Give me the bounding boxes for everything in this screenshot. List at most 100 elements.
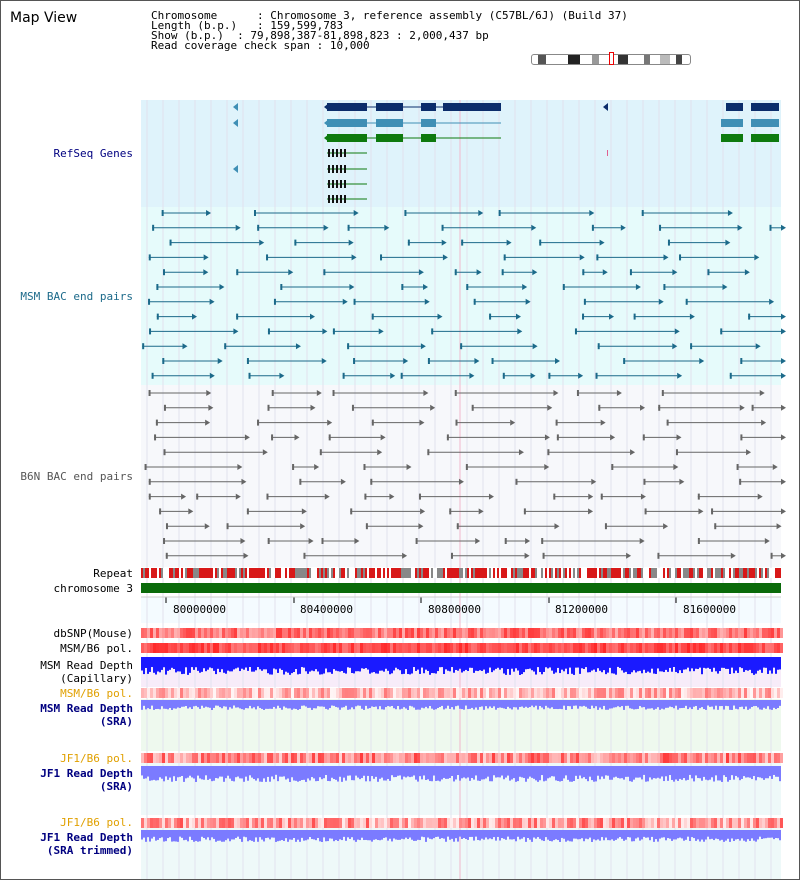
polymorphism-mark [684,818,687,828]
msm-bac-label[interactable]: MSM BAC end pairs [20,290,133,303]
coverage-key: Read coverage check span [151,39,310,52]
depth-bar [681,700,683,709]
msm-read-depth-sra-label[interactable]: MSM Read Depth (SRA) [40,702,133,728]
polymorphism-mark [774,628,777,638]
depth-bar [329,830,331,839]
msm-bac-pair-end [152,224,155,231]
depth-bar [747,657,749,671]
polymorphism-mark [639,628,642,638]
jf1-read-depth-trimmed-label[interactable]: JF1 Read Depth (SRA trimmed) [40,831,133,857]
depth-bar [761,830,763,840]
depth-bar [385,700,387,708]
depth-bar [727,700,729,707]
polymorphism-mark [429,643,432,653]
polymorphism-mark [153,818,156,828]
b6n-bac-pair-end [419,419,425,426]
polymorphism-mark [159,688,162,698]
depth-bar [577,657,579,668]
repeat-mark [157,568,159,578]
depth-bar [299,657,301,674]
repeat-mark [447,568,449,578]
depth-bar [579,657,581,674]
repeat-mark [711,568,713,578]
depth-bar [219,830,221,841]
depth-bar [395,657,397,668]
refseq-genes-label[interactable]: RefSeq Genes [53,147,133,160]
depth-bar [447,830,449,837]
depth-bar [665,657,667,670]
depth-bar [683,830,685,841]
depth-bar [163,657,165,668]
depth-bar [523,657,525,673]
b6n-bac-pair-end [781,478,786,485]
depth-bar [303,700,305,706]
polymorphism-mark [450,688,453,698]
depth-bar [629,766,631,782]
polymorphism-mark [552,628,555,638]
msm-b6-pol-label-2[interactable]: MSM/B6 pol. [60,687,133,700]
depth-bar [715,700,717,706]
repeat-mark [351,568,353,578]
depth-bar [151,830,153,839]
jf1-b6-pol-label-1[interactable]: JF1/B6 pol. [60,752,133,765]
depth-bar [675,700,677,706]
chromosome-label[interactable]: chromosome 3 [53,582,133,595]
depth-bar [223,766,225,782]
ideogram-position-marker[interactable] [609,52,614,65]
msm-b6-pol-label-1[interactable]: MSM/B6 pol. [60,642,133,655]
b6n-bac-label[interactable]: B6N BAC end pairs [20,470,133,483]
polymorphism-mark [243,753,246,763]
polymorphism-mark [270,753,273,763]
msm-bac-pair-end [679,254,682,261]
repeat-mark [427,568,429,578]
polymorphism-mark [249,688,252,698]
polymorphism-mark [612,753,615,763]
polymorphism-mark [594,753,597,763]
depth-bar [607,657,609,673]
msm-bac-pair-end [400,372,403,379]
polymorphism-mark [612,818,615,828]
depth-bar [527,657,529,670]
depth-bar [663,700,665,710]
repeat-mark [703,568,705,578]
polymorphism-mark [375,628,378,638]
polymorphism-mark [774,643,777,653]
repeat-mark [405,568,407,578]
depth-bar [619,657,621,668]
polymorphism-mark [219,818,222,828]
polymorphism-mark [345,628,348,638]
polymorphism-mark [282,818,285,828]
depth-bar [349,830,351,839]
msm-read-depth-capillary-label[interactable]: MSM Read Depth (Capillary) [40,659,133,685]
polymorphism-mark [450,753,453,763]
jf1-b6-pol-label-2[interactable]: JF1/B6 pol. [60,816,133,829]
depth-bar [653,700,655,710]
repeat-label[interactable]: Repeat [93,567,133,580]
polymorphism-mark [246,818,249,828]
depth-bar [347,657,349,668]
depth-bar [325,700,327,709]
b6n-bac-pair-end [267,404,270,411]
repeat-mark [193,568,195,578]
depth-bar [359,700,361,706]
depth-bar [765,657,767,668]
depth-bar [565,766,567,776]
polymorphism-mark [429,628,432,638]
polymorphism-mark [264,818,267,828]
depth-bar [165,830,167,842]
polymorphism-mark [585,688,588,698]
jf1-read-depth-sra-label[interactable]: JF1 Read Depth (SRA) [40,767,133,793]
polymorphism-mark [627,688,630,698]
depth-bar [617,766,619,778]
dbsnp-label[interactable]: dbSNP(Mouse) [53,627,133,640]
polymorphism-mark [573,643,576,653]
polymorphism-mark [213,818,216,828]
polymorphism-mark [141,753,144,763]
depth-bar [195,830,197,841]
polymorphism-mark [297,628,300,638]
depth-bar [499,700,501,708]
b6n-bac-pair-end [524,552,530,559]
depth-bar [203,700,205,708]
polymorphism-mark [420,628,423,638]
